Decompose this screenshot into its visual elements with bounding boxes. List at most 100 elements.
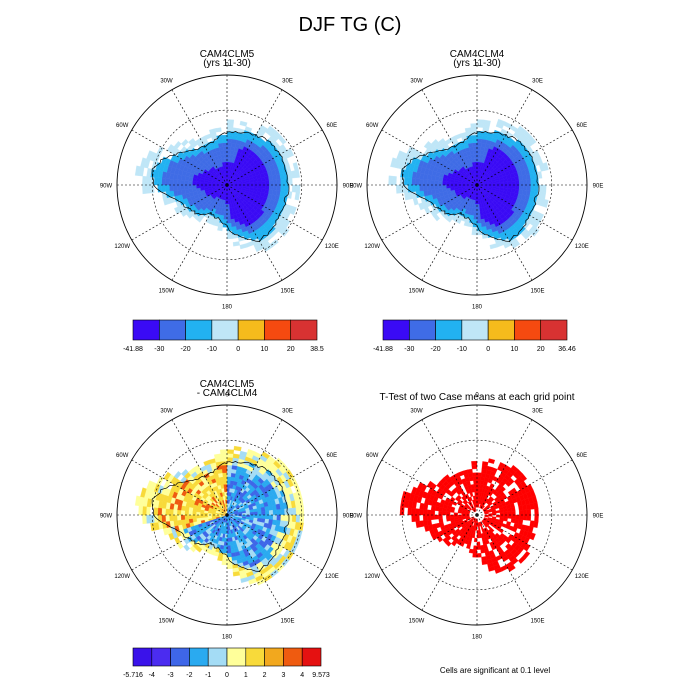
lon-label: 90E [593, 514, 604, 520]
grid-cell [184, 514, 189, 520]
grid-cell [430, 180, 436, 186]
lon-label: 180 [472, 305, 483, 311]
grid-cell [257, 181, 262, 186]
grid-cell [145, 176, 151, 186]
grid-cell [172, 184, 178, 191]
polar-map [399, 458, 539, 574]
panel-ttest: T-Test of two Case means at each grid po… [350, 392, 604, 641]
grid-cell [476, 150, 481, 155]
grid-cell [257, 511, 262, 516]
grid-cell [419, 178, 424, 186]
colorbar-box [237, 319, 265, 341]
colorbar-label: -30 [154, 346, 164, 353]
grid-cell [272, 514, 278, 521]
grid-cell [294, 169, 300, 178]
grid-cell [153, 177, 159, 186]
grid-cell [173, 470, 182, 479]
grid-cell [226, 457, 234, 462]
colorbar-box [158, 319, 186, 341]
lon-label: 120W [364, 244, 380, 250]
grid-cell [399, 506, 405, 516]
grid-cell [245, 182, 251, 186]
grid-cell [495, 514, 501, 518]
figure-title: DJF TG (C) [298, 14, 402, 36]
grid-cell [401, 491, 408, 500]
grid-cell [188, 514, 193, 520]
colorbar-box [170, 647, 190, 667]
grid-cell [515, 514, 520, 520]
lon-label: 30W [410, 409, 423, 415]
lon-label: 60W [366, 453, 379, 459]
grid-cell [172, 179, 178, 186]
grid-cell [180, 184, 186, 190]
lon-label: 150W [159, 618, 175, 624]
coastline [151, 131, 290, 242]
lon-label: 150W [409, 288, 425, 294]
lon-label: 0 [475, 393, 479, 399]
grid-cell [457, 184, 462, 188]
grid-cell [499, 182, 505, 186]
grid-cell [280, 184, 285, 192]
lon-label: 90W [100, 184, 113, 190]
grid-cell [476, 119, 485, 124]
colorbar-label: 36.46 [558, 346, 576, 353]
lon-label: 30E [282, 79, 293, 85]
grid-cell [226, 119, 235, 124]
grid-cell [480, 548, 486, 554]
grid-cell [145, 506, 151, 516]
grid-cell [453, 512, 459, 516]
lon-label: 60W [116, 123, 129, 129]
panel-title: T-Test of two Case means at each grid po… [379, 392, 574, 403]
grid-cell [220, 453, 228, 458]
grid-cell [217, 226, 223, 232]
grid-cell [442, 188, 448, 193]
colorbar-box [132, 647, 153, 667]
grid-cell [295, 507, 301, 516]
grid-cell [492, 512, 497, 516]
grid-cell [265, 514, 270, 520]
grid-cell [226, 464, 233, 470]
grid-cell [411, 184, 416, 193]
grid-cell [438, 514, 443, 520]
grid-cell [138, 505, 143, 516]
grid-cell [463, 221, 470, 227]
grid-cell [226, 123, 234, 128]
grid-cell [219, 480, 224, 486]
grid-cell [431, 139, 439, 147]
grid-cell [473, 150, 478, 155]
grid-cell [244, 126, 253, 133]
grid-cell [434, 180, 439, 186]
grid-cell [472, 472, 478, 477]
grid-cell [134, 495, 141, 506]
grid-cell [280, 178, 285, 186]
grid-cell [476, 134, 483, 140]
grid-cell [468, 548, 474, 554]
grid-cell [430, 514, 436, 520]
grid-cell [419, 508, 424, 516]
colorbar-box [211, 319, 239, 341]
grid-cell [290, 206, 297, 215]
grid-cell [226, 564, 233, 570]
grid-cell [472, 219, 478, 224]
grid-cell [470, 154, 475, 159]
grid-cell [169, 514, 174, 522]
grid-cell [476, 219, 482, 224]
latitude-circle [151, 439, 303, 591]
grid-cell [477, 503, 480, 508]
panel-clm4: CAM4CLM4 (yrs 11-30) 0 30E 60E 90E 120E 150E 1… [350, 49, 604, 353]
grid-cell [226, 530, 230, 535]
grid-cell [268, 184, 274, 190]
grid-cell [142, 505, 147, 516]
grid-cell [172, 509, 178, 516]
grid-cell [272, 179, 278, 186]
grid-cell [507, 511, 512, 516]
grid-cell [256, 507, 262, 512]
grid-cell [224, 495, 228, 500]
colorbar-box [151, 647, 171, 667]
grid-cell [276, 184, 282, 191]
grid-cell [145, 514, 151, 524]
colorbar-label: 0 [225, 672, 229, 679]
grid-cell [411, 514, 416, 523]
grid-cell [526, 509, 532, 516]
grid-cell [480, 525, 484, 530]
